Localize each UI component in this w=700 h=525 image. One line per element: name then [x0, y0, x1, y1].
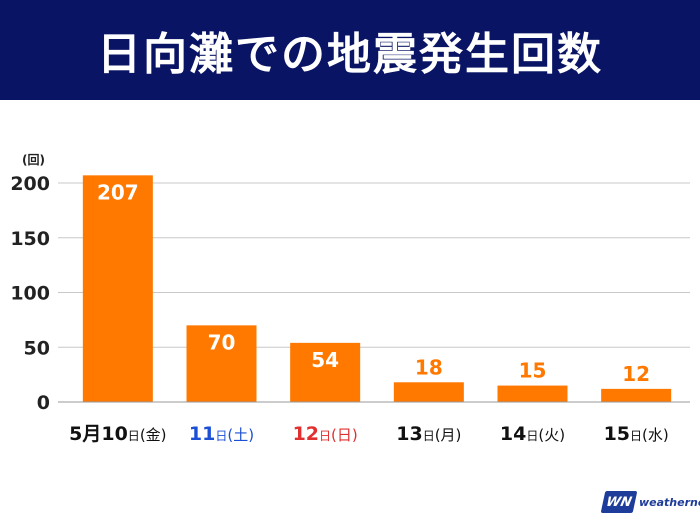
- weathernews-logo: WN weathernews: [600, 488, 700, 516]
- y-tick-label: 150: [10, 228, 50, 250]
- weathernews-logo-text: weathernews: [639, 495, 700, 509]
- y-tick-label: 200: [10, 173, 50, 195]
- x-tick-label: 5月10日(金): [69, 423, 166, 445]
- chart-title: 日向灘での地震発生回数: [97, 29, 603, 80]
- data-label: 54: [311, 348, 339, 372]
- data-label: 70: [208, 330, 236, 354]
- weathernews-logo-mark: WN: [600, 491, 638, 513]
- bar: [601, 388, 672, 402]
- data-label: 15: [519, 359, 547, 383]
- y-tick-label: 0: [37, 392, 50, 414]
- x-tick-label: 15日(水): [604, 423, 669, 445]
- y-tick-label: 50: [24, 337, 50, 359]
- bar-chart: (回) 0 50 100 150 200 207 5月10日(金) 70 11日(土) 54 12日(…: [10, 153, 690, 445]
- y-axis-unit-label: (回): [22, 153, 45, 167]
- bar: [393, 382, 464, 402]
- header-banner: 日向灘での地震発生回数: [0, 0, 700, 100]
- y-tick-label: 100: [10, 283, 50, 305]
- x-tick-label: 12日(日): [293, 423, 358, 445]
- x-tick-label: 14日(火): [500, 423, 565, 445]
- data-label: 207: [97, 180, 139, 204]
- data-label: 18: [415, 355, 443, 379]
- bar: [82, 175, 153, 402]
- x-tick-label: 13日(月): [396, 423, 461, 445]
- data-label: 12: [622, 362, 650, 386]
- bar: [186, 325, 257, 402]
- x-tick-label: 11日(土): [189, 423, 254, 445]
- bar: [290, 342, 361, 402]
- bar: [497, 385, 568, 402]
